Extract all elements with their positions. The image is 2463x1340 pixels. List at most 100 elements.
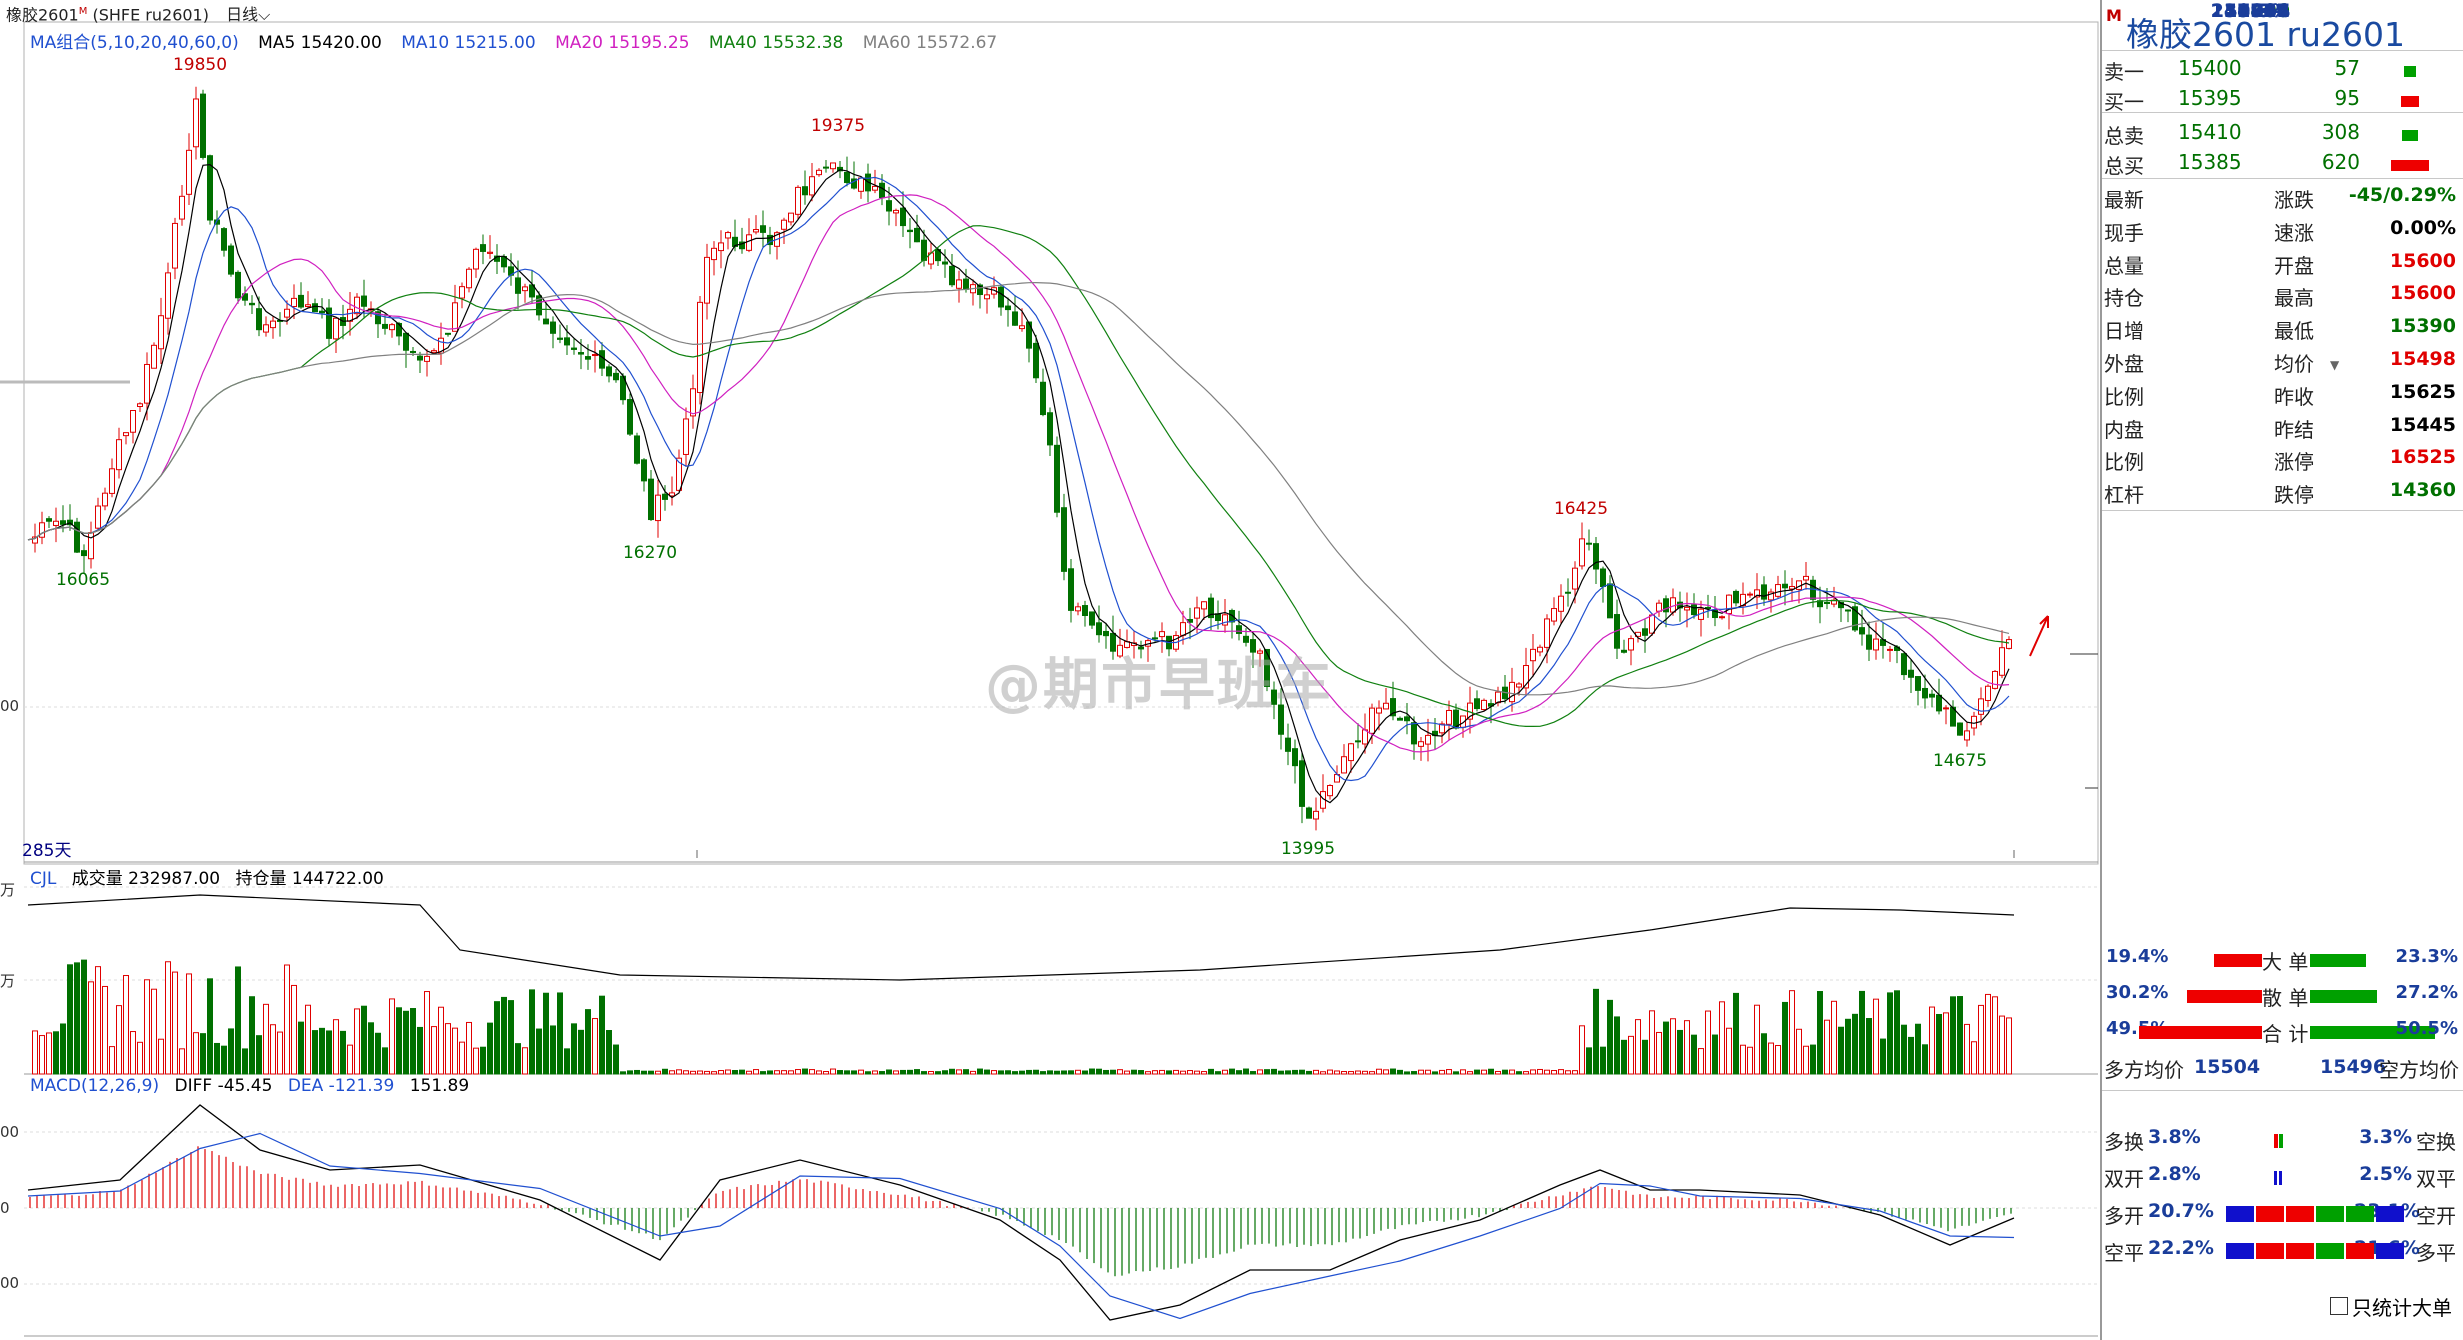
flow-bar-red <box>2214 954 2262 967</box>
candle-body <box>1621 649 1627 653</box>
stat-label: 涨跌 <box>2274 188 2314 212</box>
candle-body <box>137 403 143 407</box>
volume-bar <box>1334 1070 1340 1075</box>
long-avg-value: 15504 <box>2194 1056 2261 1078</box>
candle-body <box>452 302 458 332</box>
volume-bar <box>249 996 255 1075</box>
volume-bar <box>1544 1069 1550 1075</box>
panel-title-text: 橡胶2601 ru2601 <box>2126 15 2405 54</box>
chevron-down-icon: ▼ <box>2330 358 2340 372</box>
stat-label: 跌停 <box>2274 483 2314 508</box>
candle-body <box>95 505 101 529</box>
volume-bar <box>459 1041 465 1075</box>
candle-body <box>1383 702 1389 710</box>
volume-bar <box>1509 1069 1515 1075</box>
candle-body <box>1110 632 1116 652</box>
candle-body <box>1019 325 1025 330</box>
volume-bar <box>935 1071 941 1075</box>
candle-body <box>1586 542 1592 545</box>
volume-bar <box>1950 996 1956 1075</box>
candle-body <box>1404 716 1410 722</box>
volume-bar <box>1264 1069 1270 1075</box>
candle-body <box>1348 743 1354 762</box>
volume-bar <box>403 1010 409 1075</box>
volume-bar <box>1614 1016 1620 1075</box>
stat-value: 15390 <box>2389 315 2456 338</box>
ma10-line <box>27 176 2010 782</box>
pos-value-left: 2.8% <box>2148 1163 2201 1185</box>
candle-body <box>46 518 52 522</box>
candle-body <box>410 350 416 353</box>
volume-bar <box>109 1046 115 1075</box>
macd-axis-tick: 0 <box>0 1199 10 1217</box>
stat-label: 最高 <box>2274 286 2314 311</box>
candle-body <box>564 337 570 346</box>
candle-body <box>613 372 619 381</box>
order-label: 总买 <box>2104 154 2144 178</box>
candle-body <box>1775 584 1781 597</box>
candle-body <box>1306 807 1312 819</box>
panel-title: M 橡胶2601 ru2601 <box>2102 4 2463 54</box>
volume-bar <box>613 1044 619 1075</box>
only-big-label[interactable]: 只统计大单 <box>2352 1296 2452 1320</box>
candle-body <box>1929 693 1935 698</box>
volume-bar <box>1439 1069 1445 1075</box>
cjl-name[interactable]: CJL <box>30 869 57 889</box>
volume-bar <box>529 989 535 1075</box>
volume-bar <box>1131 1069 1137 1075</box>
candle-body <box>753 229 759 233</box>
candle-body <box>851 178 857 189</box>
macd-name[interactable]: MACD(12,26,9) <box>30 1076 160 1096</box>
candle-body <box>606 366 612 377</box>
volume-bar <box>963 1069 969 1075</box>
volume-bar <box>1579 1025 1585 1075</box>
volume-bar <box>319 1027 325 1075</box>
volume-bar <box>1530 1069 1536 1075</box>
pos-mini-bar <box>2274 1134 2278 1148</box>
volume-axis-tick: 万 <box>0 972 16 990</box>
pos-mini-bar <box>2279 1171 2282 1185</box>
candle-body <box>1516 683 1522 688</box>
volume-bar <box>1362 1070 1368 1075</box>
pos-label-left: 双开 <box>2104 1167 2144 1191</box>
volume-bar <box>1754 1004 1760 1075</box>
main-pane-frame <box>23 21 2099 865</box>
volume-bar <box>452 1027 458 1075</box>
volume-bar <box>1747 1046 1753 1075</box>
candle-body <box>298 294 304 308</box>
volume-bar <box>1782 1001 1788 1075</box>
candle-body <box>2006 639 2012 649</box>
volume-bar <box>221 1045 227 1075</box>
stat-value: -45/0.29% <box>2348 184 2456 206</box>
flow-bar-green <box>2310 1026 2435 1039</box>
candle-body <box>312 303 318 313</box>
flow-bar-green <box>2310 954 2366 967</box>
candle-body <box>1670 597 1676 613</box>
candle-body <box>1082 605 1088 617</box>
candle-body <box>1208 597 1214 619</box>
candle-body <box>1117 644 1123 657</box>
only-big-checkbox[interactable] <box>2330 1297 2348 1315</box>
candle-body <box>291 297 297 308</box>
ma-combo-label[interactable]: MA组合(5,10,20,40,60,0) <box>30 33 239 53</box>
candle-body <box>1530 648 1536 662</box>
volume-bar <box>753 1069 759 1075</box>
pos-label-right: 空开 <box>2416 1204 2456 1228</box>
kline-chart-area[interactable]: 橡胶2601M (SHFE ru2601) 日线⌵ MA组合(5,10,20,4… <box>0 0 2100 1340</box>
chart-canvas[interactable] <box>0 0 2100 1340</box>
peak-label-low: 14675 <box>1932 751 1988 771</box>
stat-value: 15625 <box>2389 380 2456 403</box>
candle-body <box>1957 722 1963 736</box>
candle-body <box>256 308 262 331</box>
period-select[interactable]: 日线⌵ <box>226 5 270 24</box>
order-qty: 620 <box>2321 150 2360 174</box>
volume-bar <box>256 1035 262 1075</box>
volume-bar <box>606 1030 612 1075</box>
candle-body <box>1285 737 1291 752</box>
candle-body <box>361 295 367 307</box>
candle-body <box>1012 311 1018 326</box>
volume-bar <box>1397 1069 1403 1075</box>
volume-bar <box>1313 1069 1319 1075</box>
order-price: 15395 <box>2178 86 2242 110</box>
candle-body <box>1908 669 1914 678</box>
